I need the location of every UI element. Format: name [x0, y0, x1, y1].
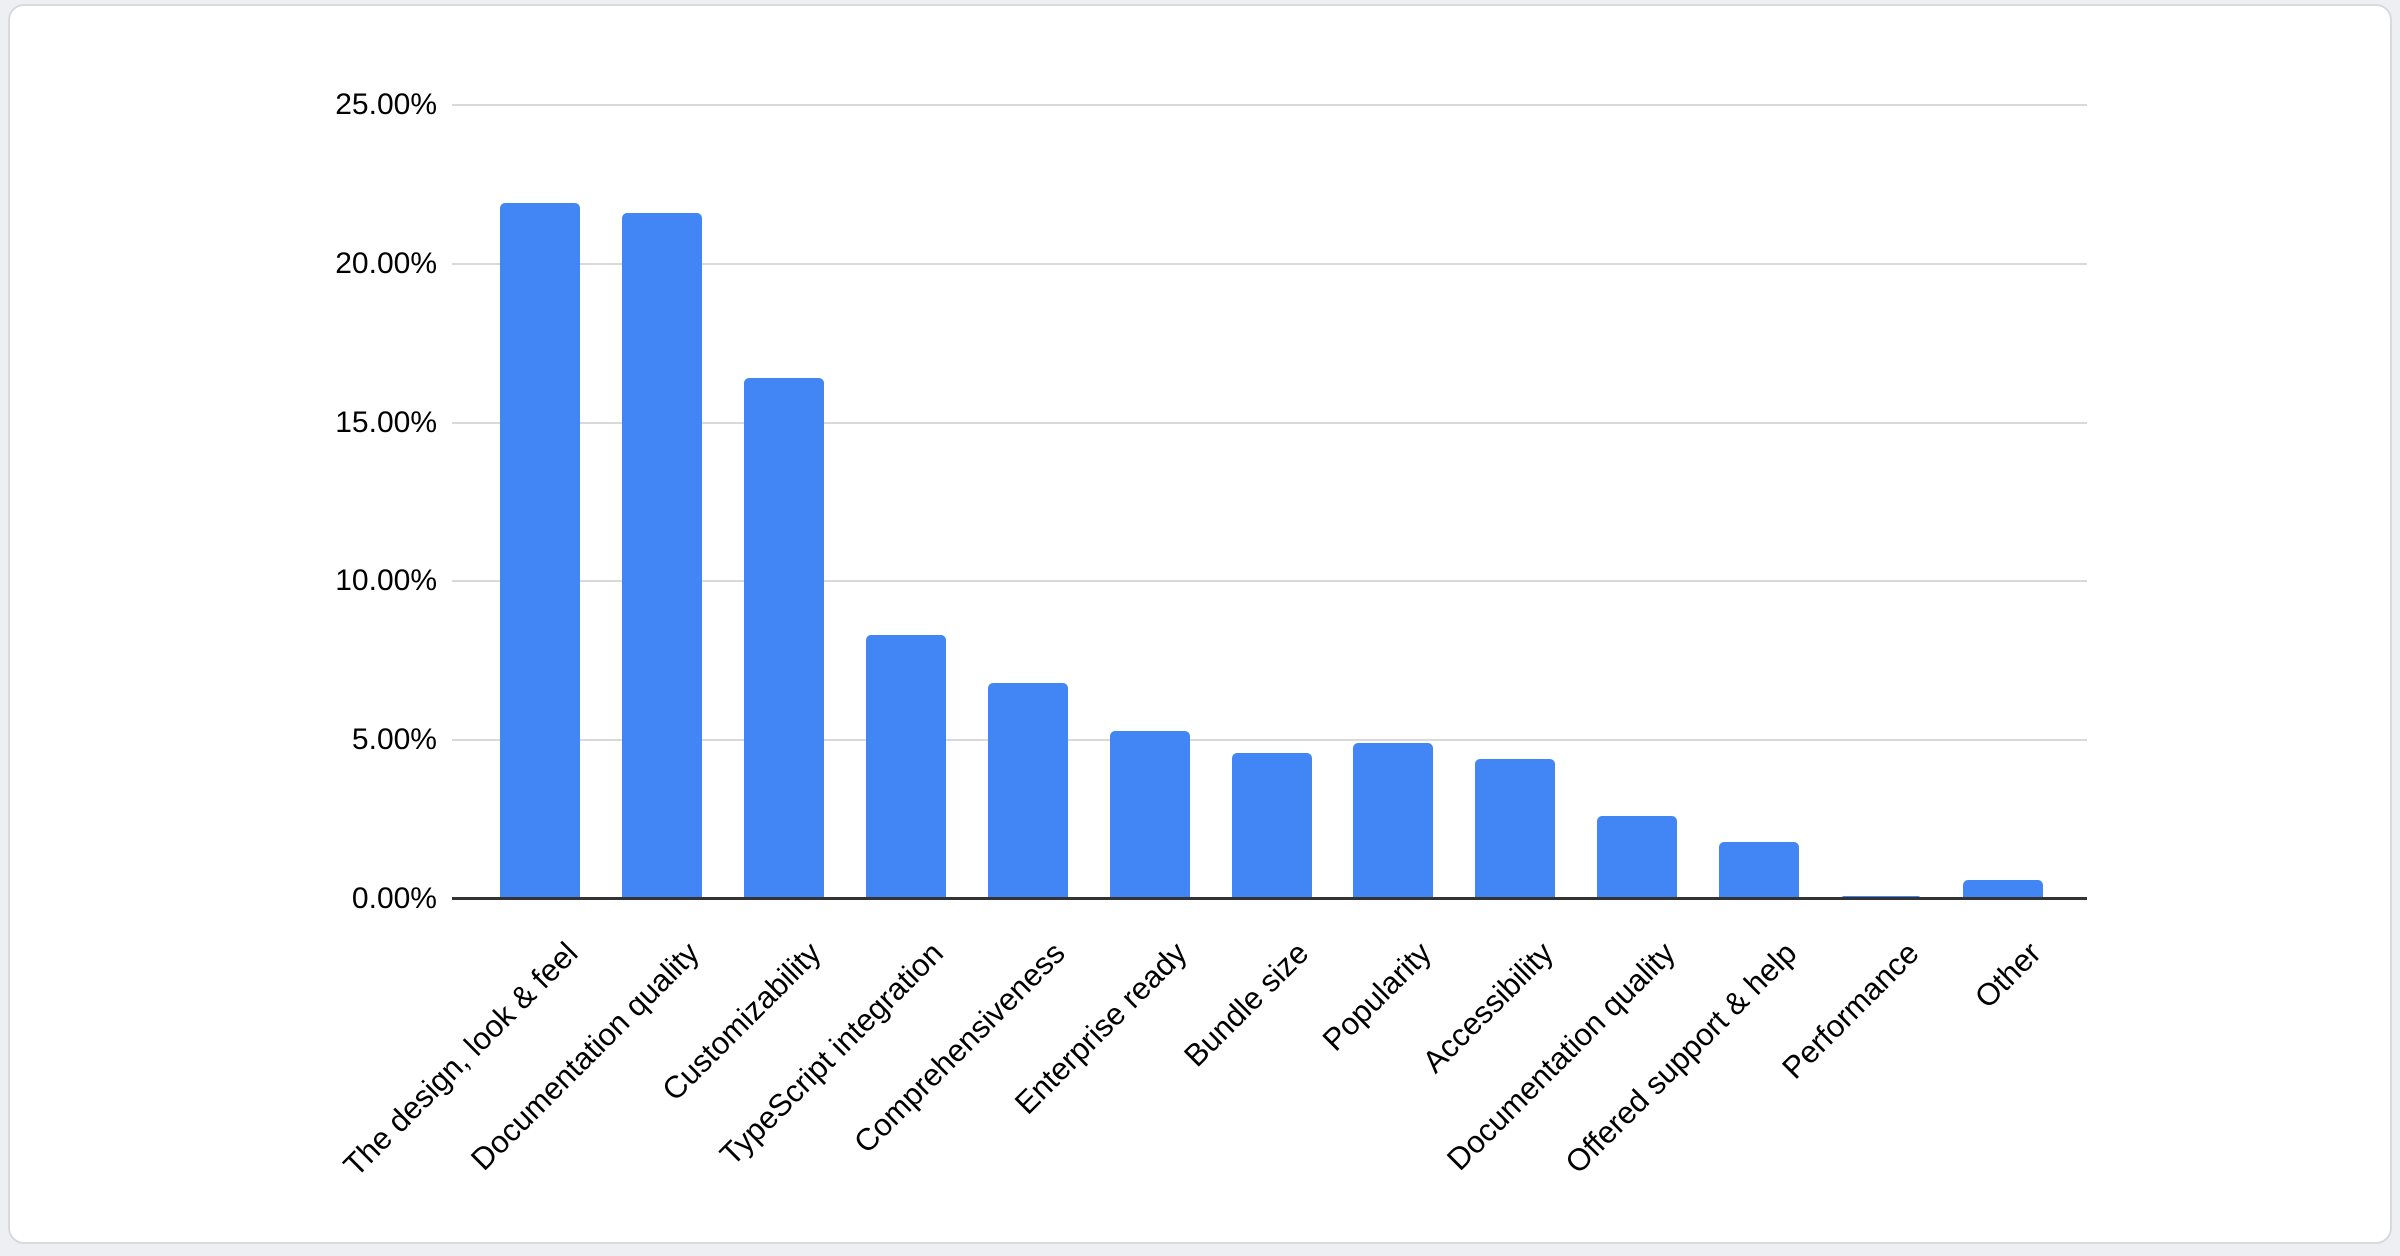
gridline: [452, 580, 2087, 583]
x-axis-category-label: Documentation quality: [1439, 935, 1682, 1177]
bar: [865, 635, 946, 899]
bar: [1353, 743, 1434, 899]
bar: [1231, 752, 1312, 899]
bar: [987, 683, 1068, 899]
x-axis-category-label: Popularity: [1315, 935, 1438, 1058]
y-axis-tick-label: 0.00%: [351, 882, 437, 915]
x-axis-category-label: The design, look & feel: [336, 935, 585, 1184]
gridline: [452, 104, 2087, 106]
x-axis-category-label: TypeScript integration: [713, 935, 950, 1173]
gridline: [452, 739, 2087, 742]
x-axis-category-label: Other: [1967, 935, 2048, 1015]
bar: [500, 203, 580, 899]
bar: [743, 378, 824, 899]
bar: [1963, 879, 2044, 899]
gridline: [452, 262, 2087, 265]
bar: [1719, 841, 1800, 899]
y-axis-tick-label: 20.00%: [335, 246, 437, 280]
x-axis-category-label: Bundle size: [1177, 935, 1316, 1074]
y-axis-tick-label: 10.00%: [335, 564, 437, 598]
y-axis-tick-label: 25.00%: [335, 88, 437, 121]
chart-card: [8, 4, 2392, 1244]
x-axis-category-label: Offered support & help: [1558, 935, 1804, 1181]
y-axis-tick-label: 15.00%: [335, 405, 437, 439]
x-axis-line: [452, 897, 2087, 900]
x-axis-category-label: Comprehensiveness: [847, 935, 1072, 1160]
bar: [621, 212, 702, 899]
gridline: [452, 421, 2087, 424]
bar: [1597, 816, 1678, 899]
bar: [1109, 730, 1190, 899]
y-axis-tick-label: 5.00%: [351, 723, 437, 757]
x-axis-category-label: Documentation quality: [464, 935, 706, 1177]
bar: [1475, 759, 1556, 899]
